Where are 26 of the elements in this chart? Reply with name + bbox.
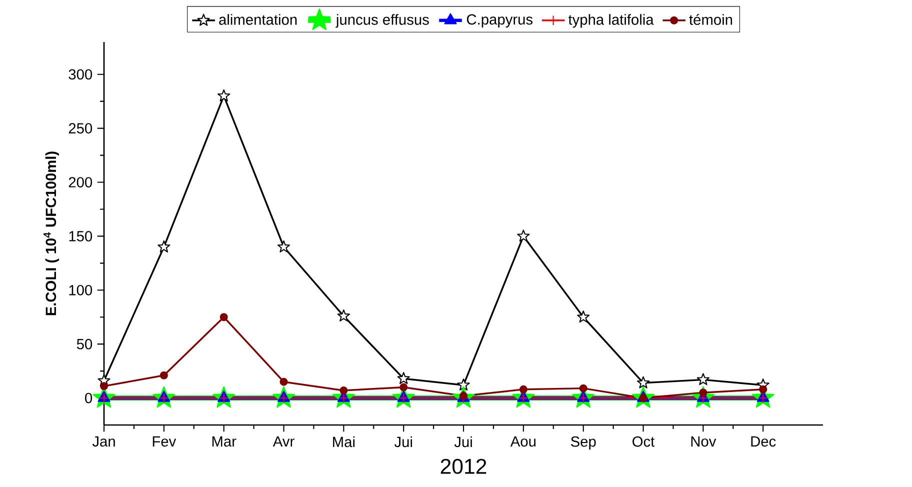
y-axis-title: E.COLI ( 10$^{4}$ UFC100ml) [44,152,59,316]
x-tick-label: Fev [152,436,176,447]
legend-label: témoin [689,14,732,25]
legend-label: typha latifolia [568,14,654,28]
y-tick-label: 0 [85,392,92,404]
x-tick-label: Oct [632,436,655,447]
y-tick-label: 50 [76,338,92,350]
x-tick-label: Dec [751,436,776,447]
y-tick-label: 200 [68,177,92,188]
legend-label: alimentation [219,14,297,25]
y-tick-label: 250 [68,123,92,134]
x-tick-label: Nov [691,436,716,447]
x-tick-label: Avr [272,436,294,446]
x-tick-label: Mai [333,436,355,448]
y-tick-label: 100 [69,284,92,296]
x-tick-label: Mar [212,436,236,447]
x-tick-label: Jui [394,436,412,448]
y-tick-label: 300 [68,69,92,80]
y-tick-label: 150 [69,231,92,242]
legend-label: juncus effusus [336,14,429,28]
x-axis-title: 2012 [440,458,486,474]
x-tick-label: Jan [92,436,115,447]
x-tick-label: Jui [454,436,472,448]
x-tick-label: Sep [570,436,596,450]
legend-label: C.papyrus [466,14,532,28]
x-tick-label: Aou [510,436,536,447]
